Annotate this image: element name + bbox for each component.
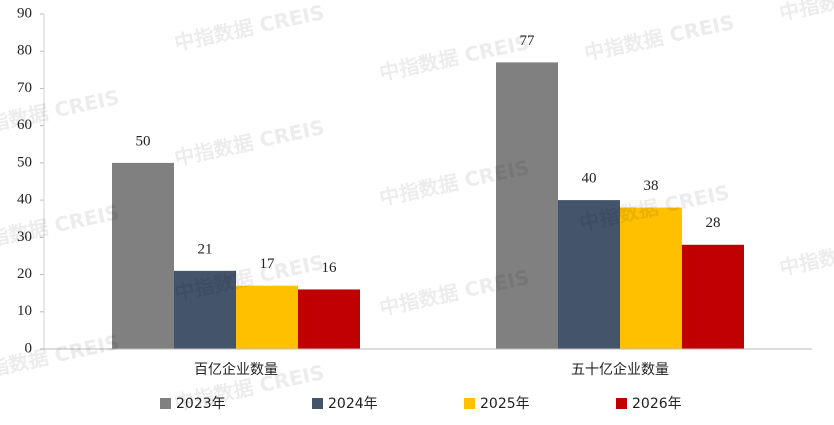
bar xyxy=(298,289,360,349)
data-label: 38 xyxy=(644,178,659,194)
y-tick-label: 70 xyxy=(17,80,32,96)
y-tick-label: 0 xyxy=(25,340,33,356)
bar xyxy=(682,244,744,349)
watermark: 中指数据 CREIS xyxy=(0,330,121,385)
y-tick-label: 50 xyxy=(17,154,32,170)
legend-label: 2025年 xyxy=(480,396,530,412)
y-tick-label: 90 xyxy=(17,5,32,21)
bar xyxy=(558,200,620,349)
watermark: 中指数据 CREIS xyxy=(172,0,326,55)
x-tick-label: 五十亿企业数量 xyxy=(571,361,669,378)
legend-label: 2024年 xyxy=(328,396,378,412)
data-label: 77 xyxy=(520,33,536,49)
y-tick-label: 40 xyxy=(17,192,32,208)
watermark: 中指数据 CREIS xyxy=(172,115,326,170)
y-tick-label: 10 xyxy=(17,303,32,319)
data-label: 40 xyxy=(582,171,597,187)
data-label: 28 xyxy=(706,215,721,231)
data-label: 50 xyxy=(136,133,151,149)
legend-swatch xyxy=(616,398,627,409)
legend-label: 2026年 xyxy=(632,396,682,412)
watermark: 中指数据 CREIS xyxy=(0,200,121,255)
legend-swatch xyxy=(160,398,171,409)
legend-label: 2023年 xyxy=(176,396,226,412)
data-label: 17 xyxy=(260,256,276,272)
bar xyxy=(620,207,682,349)
bar xyxy=(174,270,236,349)
watermark: 中指数据 CREIS xyxy=(777,225,834,280)
bar xyxy=(112,162,174,349)
data-label: 21 xyxy=(198,241,213,257)
y-tick-label: 30 xyxy=(17,229,32,245)
legend-swatch xyxy=(464,398,475,409)
watermark: 中指数据 CREIS xyxy=(777,0,834,25)
data-label: 16 xyxy=(322,260,338,276)
legend-swatch xyxy=(312,398,323,409)
bar xyxy=(236,285,298,349)
watermark: 中指数据 CREIS xyxy=(582,10,736,65)
bar xyxy=(496,62,558,350)
y-tick-label: 80 xyxy=(17,43,32,59)
y-tick-label: 20 xyxy=(17,266,32,282)
x-tick-label: 百亿企业数量 xyxy=(194,361,278,378)
y-tick-label: 60 xyxy=(17,117,32,133)
